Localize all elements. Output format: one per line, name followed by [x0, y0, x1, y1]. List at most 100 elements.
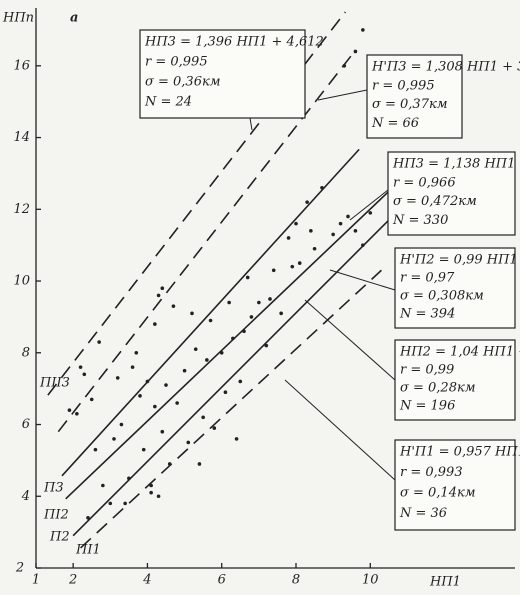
point — [320, 185, 324, 190]
point — [219, 350, 224, 355]
annotation-text: r = 0,966 — [393, 175, 456, 190]
panel-label: a — [70, 11, 78, 26]
point — [201, 415, 205, 420]
point — [82, 372, 87, 377]
point — [156, 494, 161, 499]
point — [164, 383, 168, 387]
point — [149, 483, 153, 488]
point — [368, 211, 373, 215]
annotation-box — [394, 339, 516, 421]
annotation-text: H'П2 = 0,99 HП1 + 2,15 — [399, 253, 520, 268]
leader-line — [249, 117, 253, 131]
annotation-text: N = 394 — [399, 307, 455, 322]
annotation-text: N = 196 — [399, 399, 455, 414]
annotation-text: σ = 0,36км — [145, 75, 221, 90]
point — [231, 336, 235, 341]
annotation-text: r = 0,995 — [372, 78, 435, 93]
point — [193, 347, 198, 351]
point — [286, 236, 291, 240]
annotation-text: N = 36 — [399, 506, 447, 521]
x-tick-label: 4 — [142, 573, 151, 588]
point — [268, 297, 272, 301]
annotation-text: σ = 0,37км — [372, 97, 448, 112]
curve-label: ПI1 — [75, 543, 101, 558]
point — [346, 214, 350, 219]
point — [305, 200, 309, 204]
y-tick-label: 8 — [22, 345, 30, 360]
point — [361, 243, 365, 247]
point — [353, 229, 358, 233]
annotation-box — [394, 439, 516, 531]
leader-line — [317, 89, 368, 101]
point — [312, 246, 317, 251]
point — [238, 379, 243, 384]
point — [182, 368, 187, 373]
point — [75, 411, 79, 416]
annotation-text: H'П3 = 1,308 HП1 + 3,788 — [371, 60, 520, 75]
point — [149, 490, 153, 495]
point — [130, 365, 135, 369]
point — [123, 501, 127, 506]
point — [127, 476, 131, 481]
point — [115, 376, 120, 380]
point — [338, 221, 343, 226]
regression-line — [65, 190, 390, 500]
point — [361, 28, 365, 32]
point — [242, 329, 246, 334]
point — [112, 437, 116, 441]
annotation-text: σ = 0,14км — [400, 486, 476, 501]
annotation-text: H'П1 = 0,957 HП1 + 0,46 — [399, 445, 520, 460]
annotation-text: r = 0,97 — [400, 271, 455, 286]
point — [101, 483, 105, 488]
point — [257, 300, 261, 305]
y-tick-label: 2 — [15, 561, 24, 576]
point — [205, 358, 209, 362]
point — [223, 390, 228, 395]
annotation-text: σ = 0,28км — [400, 381, 476, 396]
annotation-text: r = 0,99 — [400, 363, 454, 378]
point — [153, 404, 157, 409]
x-tick-label: 1 — [32, 573, 40, 588]
x-tick-label: 6 — [218, 573, 226, 588]
point — [279, 311, 283, 316]
point — [271, 268, 276, 273]
point — [331, 232, 335, 237]
point — [89, 397, 94, 402]
point — [294, 221, 298, 226]
point — [97, 340, 101, 344]
annotation-box — [387, 151, 516, 236]
annotation-text: r = 0,995 — [145, 55, 208, 70]
point — [290, 264, 295, 269]
annotation-text: N = 24 — [144, 95, 192, 110]
leader-line — [304, 299, 396, 381]
point — [186, 440, 191, 445]
point — [78, 365, 83, 369]
point — [160, 286, 165, 291]
annotation-box — [139, 29, 306, 119]
x-axis-label: HП1 — [429, 575, 461, 590]
point — [86, 515, 90, 520]
curve-label: П2 — [49, 530, 70, 545]
regression-line — [61, 148, 360, 477]
x-tick-label: 2 — [68, 573, 77, 588]
point — [119, 422, 124, 427]
point — [342, 64, 347, 68]
y-tick-label: 10 — [13, 274, 30, 289]
point — [171, 304, 176, 308]
y-tick-label: 14 — [13, 130, 30, 145]
annotation-box — [394, 247, 516, 329]
point — [309, 229, 313, 233]
point — [108, 501, 113, 506]
leader-line — [329, 269, 396, 291]
annotation-text: r = 0,993 — [400, 465, 463, 480]
point — [160, 429, 165, 434]
annotation-text: N = 330 — [392, 213, 448, 228]
y-axis-label: HПп — [2, 11, 34, 26]
curve-label: ПI2 — [43, 508, 69, 523]
point — [153, 322, 157, 326]
y-tick-label: 6 — [22, 417, 30, 432]
annotation-text: N = 66 — [371, 116, 419, 131]
leader-line — [284, 379, 396, 481]
point — [145, 379, 150, 384]
